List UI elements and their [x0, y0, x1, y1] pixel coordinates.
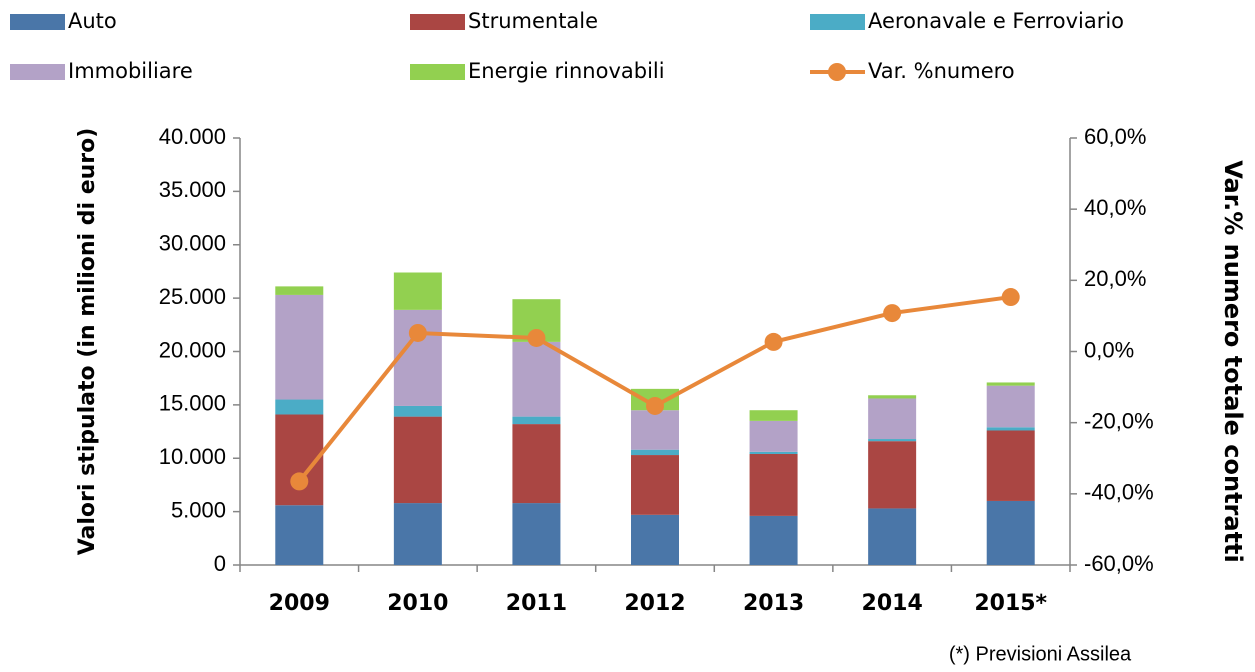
bar-segment — [986, 430, 1035, 501]
x-tick-label: 2012 — [624, 591, 685, 616]
bar-segment — [749, 453, 798, 516]
legend-swatch — [810, 14, 865, 30]
bar-segment — [631, 455, 679, 515]
x-tick-label: 2010 — [387, 591, 448, 616]
y2-axis-title: Var.% numero totale contratti — [1219, 160, 1247, 563]
y-axis-title: Valori stipulato (in milioni di euro) — [75, 128, 100, 556]
bar-segment — [275, 294, 324, 400]
legend-swatch — [410, 14, 465, 30]
line-point — [883, 304, 902, 323]
y2-tick-label: 0,0% — [1084, 337, 1134, 362]
bar-segment — [275, 286, 324, 295]
bar-segment — [393, 405, 442, 417]
line-point — [646, 396, 664, 415]
y2-tick-label: 20,0% — [1084, 266, 1146, 291]
bar-segment — [631, 514, 679, 565]
bar-segment — [986, 427, 1035, 431]
y-tick-label: 15.000 — [159, 391, 226, 416]
x-tick-label: 2014 — [862, 591, 923, 616]
y-tick-label: 40.000 — [159, 124, 226, 149]
bar-segment — [512, 424, 561, 504]
bar-segment — [749, 420, 798, 452]
bar-segment — [275, 399, 324, 415]
y-tick-label: 10.000 — [159, 444, 226, 469]
bar-segment — [749, 451, 798, 454]
legend-label: Aeronavale e Ferroviario — [868, 9, 1124, 33]
line-point — [290, 472, 309, 491]
y2-tick-label: -60,0% — [1084, 551, 1154, 576]
y-tick-label: 25.000 — [159, 284, 226, 309]
legend-label: Strumentale — [468, 9, 598, 33]
legend-swatch — [410, 64, 465, 80]
bar-segment — [631, 410, 679, 450]
bar-segment — [512, 503, 561, 565]
bar-segment — [868, 441, 917, 509]
line-point — [527, 328, 546, 347]
y2-tick-label: 40,0% — [1084, 195, 1146, 220]
y-tick-label: 35.000 — [159, 177, 226, 202]
x-tick-label: 2015* — [974, 591, 1047, 616]
y-tick-label: 20.000 — [159, 337, 226, 362]
bar-segment — [512, 341, 561, 417]
line-point — [1001, 288, 1020, 307]
bar-segment — [986, 385, 1035, 428]
bar-segment — [393, 272, 442, 310]
line-point — [408, 323, 427, 342]
bar-segment — [986, 382, 1035, 386]
bar-segment — [393, 503, 442, 565]
legend-label: Var. %numero — [868, 59, 1015, 83]
legend-swatch — [10, 14, 65, 30]
x-tick-label: 2011 — [506, 591, 567, 616]
line-point — [764, 332, 783, 351]
bar-segment — [868, 398, 917, 440]
footnote: (*) Previsioni Assilea — [949, 643, 1132, 665]
bar-segment — [868, 439, 917, 442]
legend-label: Auto — [68, 9, 117, 33]
bar-segment — [512, 416, 561, 425]
bar-segment — [986, 500, 1035, 565]
legend-marker — [828, 63, 846, 81]
x-tick-label: 2009 — [269, 591, 330, 616]
bar-segment — [275, 505, 324, 565]
bar-segment — [749, 410, 798, 421]
legend-swatch — [10, 64, 65, 80]
bar-segment — [749, 515, 798, 565]
x-tick-label: 2013 — [743, 591, 804, 616]
y-tick-label: 5.000 — [171, 497, 226, 522]
y-tick-label: 0 — [214, 551, 226, 576]
y2-tick-label: -20,0% — [1084, 408, 1154, 433]
y2-tick-label: -40,0% — [1084, 480, 1154, 505]
bar-segment — [631, 449, 679, 456]
bar-segment — [393, 416, 442, 504]
bar-segment — [868, 395, 917, 399]
legend-label: Immobiliare — [68, 59, 193, 83]
legend-label: Energie rinnovabili — [468, 59, 665, 83]
bar-segment — [868, 508, 917, 565]
y-tick-label: 30.000 — [159, 231, 226, 256]
y2-tick-label: 60,0% — [1084, 124, 1146, 149]
